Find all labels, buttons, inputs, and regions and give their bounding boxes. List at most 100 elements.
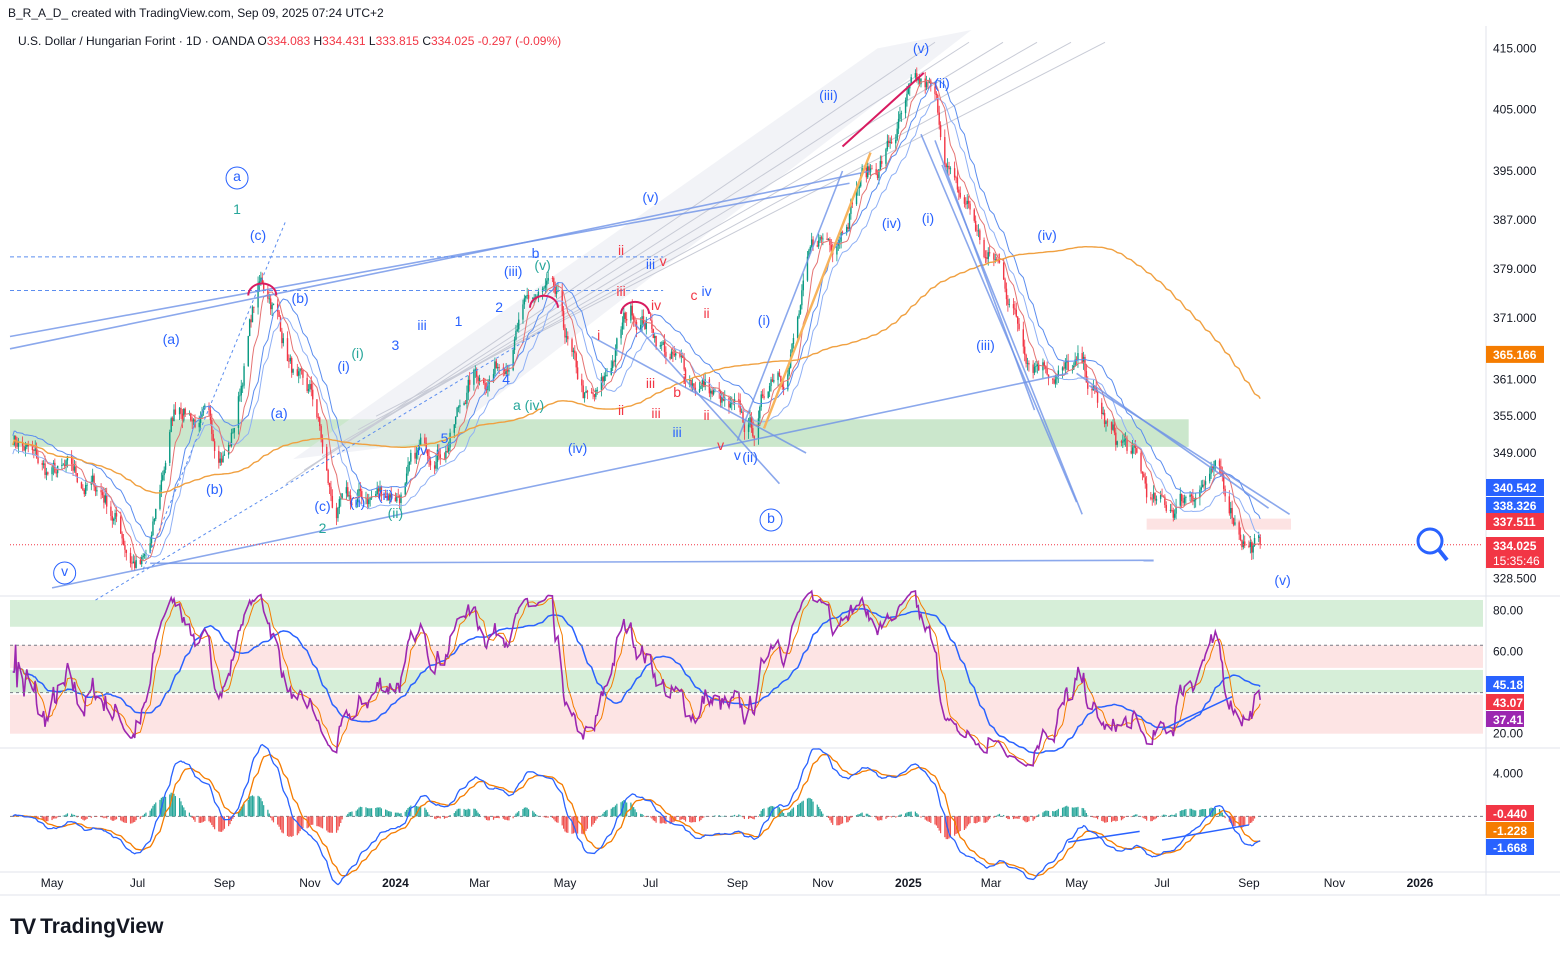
candle-body xyxy=(1043,362,1046,366)
rsi-badge-text: 45.18 xyxy=(1493,678,1523,692)
candle-body xyxy=(782,386,785,390)
candle-body xyxy=(326,446,328,471)
candle-body xyxy=(836,245,838,255)
candle-body xyxy=(554,286,556,294)
candle-body xyxy=(581,379,583,386)
candle-body xyxy=(711,390,713,395)
candle-body xyxy=(143,553,146,556)
wave-label: b xyxy=(673,384,681,400)
candle-body xyxy=(1105,421,1107,424)
candle-body xyxy=(743,422,746,432)
price-axis-label: 395.000 xyxy=(1493,164,1537,178)
candle-body xyxy=(492,374,495,380)
candle-body xyxy=(879,161,882,170)
candle-body xyxy=(816,245,818,247)
dashed-trendline xyxy=(142,219,287,570)
candle-body xyxy=(572,350,575,352)
candle-body xyxy=(949,168,952,170)
rsi-badge xyxy=(1486,676,1524,692)
candle-body xyxy=(164,462,167,470)
candle-body xyxy=(317,417,320,419)
candle-body xyxy=(799,305,802,314)
tradingview-brand[interactable]: TV TradingView xyxy=(10,914,163,940)
candle-body xyxy=(376,488,378,495)
candle-body xyxy=(796,317,799,339)
countdown-badge xyxy=(1486,553,1544,568)
candle-body xyxy=(625,318,628,321)
candle-body xyxy=(213,441,216,451)
divergence-line xyxy=(1161,824,1250,841)
candle-body xyxy=(917,78,919,81)
price-axis-label: 415.000 xyxy=(1493,41,1537,55)
wave-label: (ii) xyxy=(742,449,758,465)
candle-body xyxy=(959,192,961,198)
candle-body xyxy=(26,444,28,447)
trendline xyxy=(51,372,1069,589)
candle-body xyxy=(602,377,604,382)
candle-body xyxy=(987,252,989,259)
candle-body xyxy=(596,389,598,391)
candle-body xyxy=(361,491,363,499)
candle-body xyxy=(110,506,112,516)
candle-body xyxy=(1258,535,1260,539)
wave-label: 1 xyxy=(233,201,241,217)
wave-label: (iv) xyxy=(1037,227,1056,243)
candle-body xyxy=(939,124,942,138)
candle-body xyxy=(1005,288,1008,300)
candle-body xyxy=(91,475,94,482)
candle-body xyxy=(899,114,901,119)
low-label: L xyxy=(368,34,376,48)
candle-body xyxy=(178,407,181,415)
candle-body xyxy=(812,239,814,246)
price-axis-label: 328.500 xyxy=(1493,572,1537,586)
candle-body xyxy=(986,257,988,259)
tradingview-logo-icon: TV xyxy=(10,914,36,939)
candle-body xyxy=(988,252,991,254)
candle-body xyxy=(459,405,461,407)
time-axis-label: Sep xyxy=(727,876,749,890)
price-badge xyxy=(1486,513,1544,530)
candle-body xyxy=(1204,481,1207,485)
candle-body xyxy=(86,484,88,486)
candle-body xyxy=(75,466,77,474)
candle-body xyxy=(802,280,804,291)
candle-body xyxy=(248,319,251,337)
candle-body xyxy=(174,409,177,415)
candle-body xyxy=(16,440,18,447)
candle-body xyxy=(1179,493,1181,506)
wave-label: (ii) xyxy=(388,505,404,521)
wave-label: (b) xyxy=(292,290,309,306)
top-arc xyxy=(528,294,559,308)
candle-body xyxy=(712,390,715,395)
candle-body xyxy=(355,502,357,505)
candle-body xyxy=(300,368,303,370)
candle-body xyxy=(331,495,334,508)
candle-body xyxy=(632,315,635,322)
candle-body xyxy=(934,86,936,94)
candle-body xyxy=(230,432,233,447)
candle-body xyxy=(328,483,331,487)
candle-body xyxy=(51,467,53,475)
candle-body xyxy=(752,428,754,437)
candle-body xyxy=(162,475,164,481)
candle-body xyxy=(896,128,898,140)
countdown-text: 15:35:46 xyxy=(1493,554,1540,568)
candle-body xyxy=(1032,364,1034,373)
candle-body xyxy=(1189,494,1191,498)
candle-body xyxy=(791,343,793,355)
candle-body xyxy=(247,336,249,367)
wave-label: (v) xyxy=(642,189,658,205)
candle-body xyxy=(33,450,35,451)
candle-body xyxy=(436,449,439,462)
candle-body xyxy=(729,403,732,408)
candle-body xyxy=(927,82,929,84)
candle-body xyxy=(979,230,981,240)
candle-body xyxy=(1180,493,1183,502)
candle-body xyxy=(771,379,774,382)
candle-body xyxy=(101,492,104,496)
wave-label: iii xyxy=(646,375,655,391)
candle-body xyxy=(974,220,977,231)
candle-body xyxy=(281,331,283,344)
candle-body xyxy=(473,369,475,385)
